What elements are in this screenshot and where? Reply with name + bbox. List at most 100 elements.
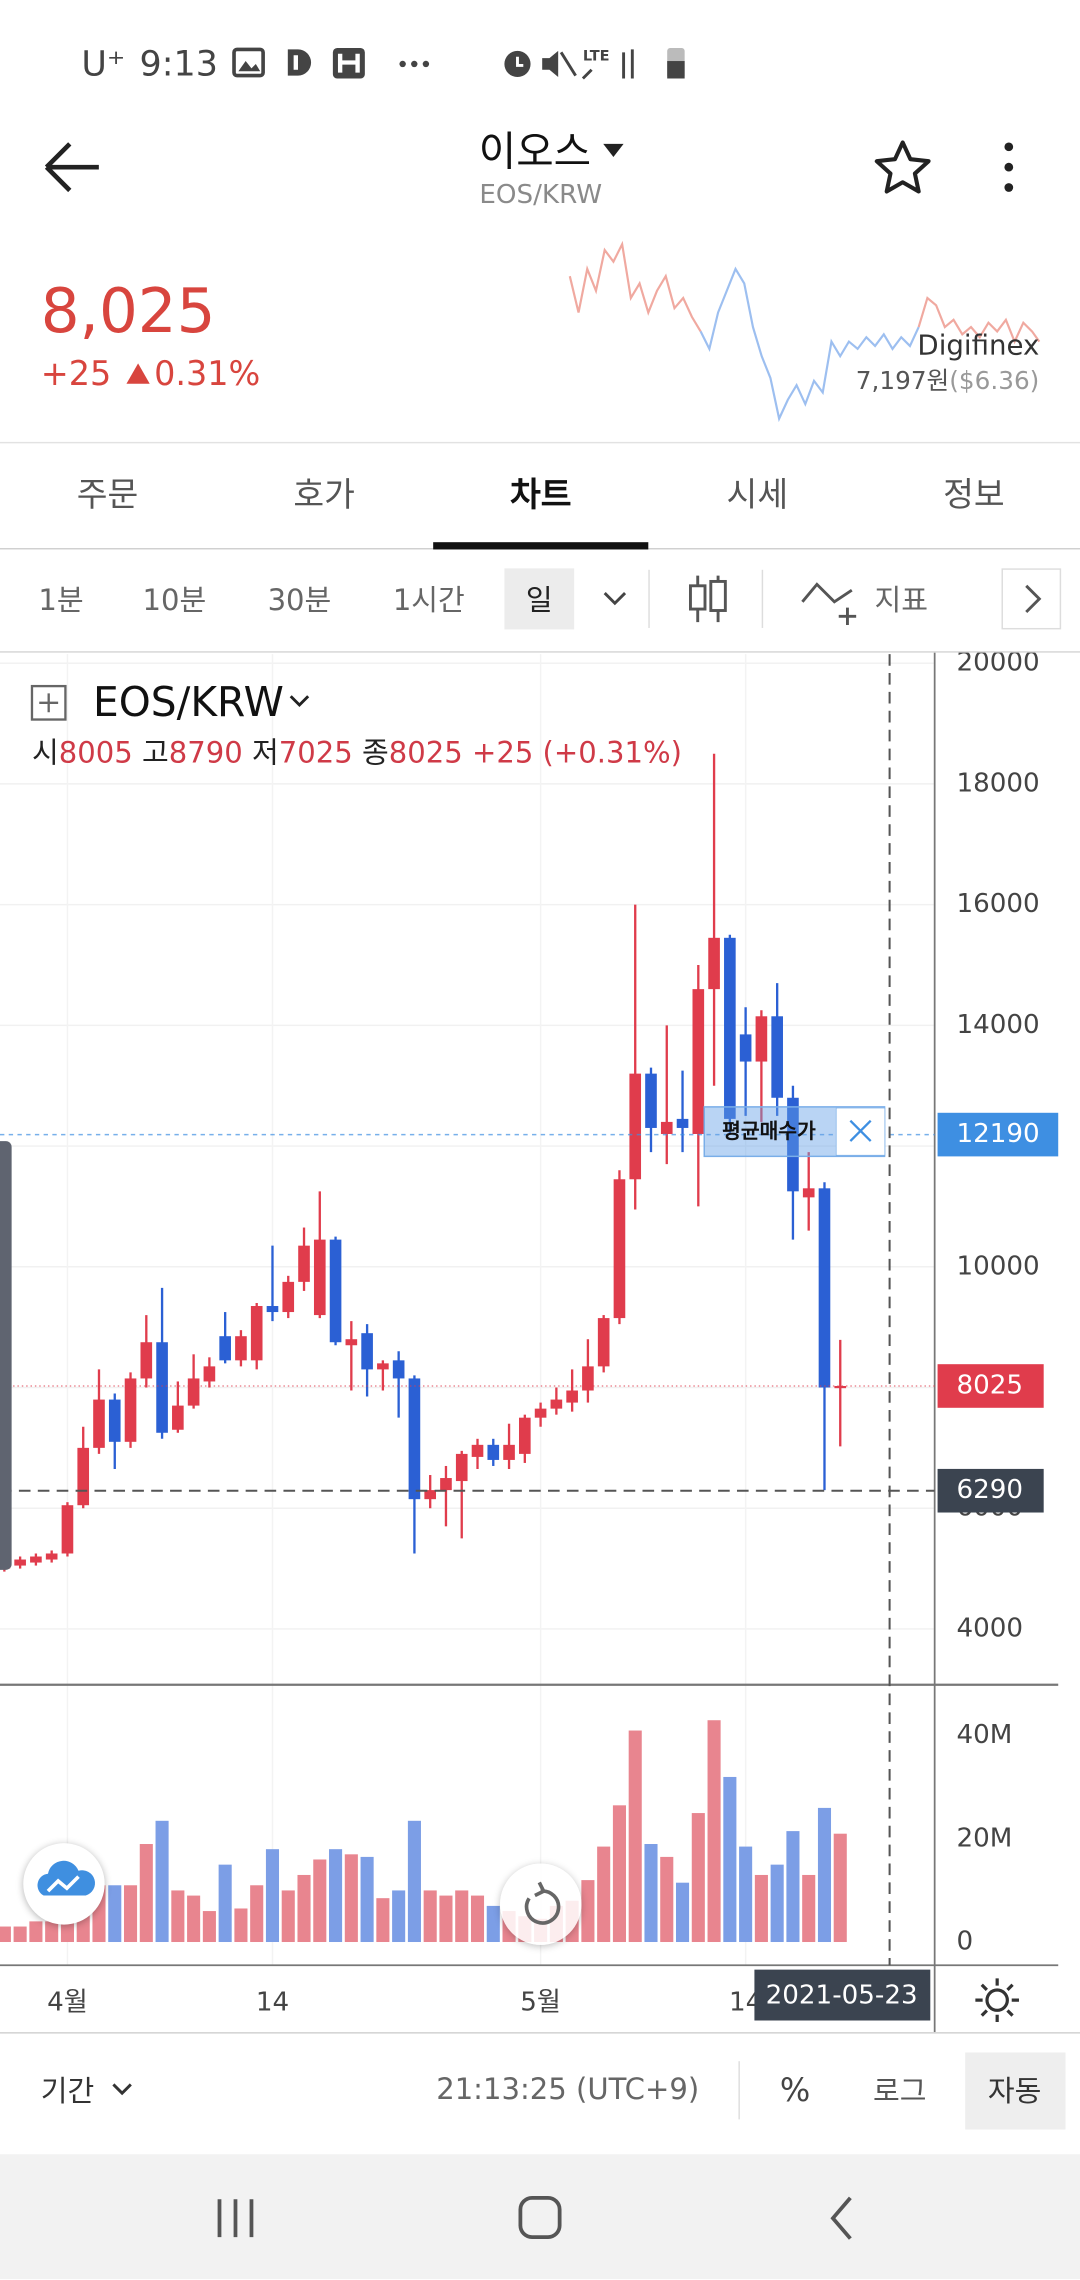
price-chart: 4000600080001000012000140001600018000200… — [0, 652, 1059, 2033]
volume-bar — [313, 1859, 327, 1943]
candle-body — [597, 1318, 610, 1367]
log-button[interactable]: 로그 — [873, 2073, 927, 2109]
volume-bar — [45, 1921, 59, 1943]
candle-body — [266, 1306, 279, 1313]
candle-body — [329, 1239, 342, 1343]
interval-button[interactable]: 1시간 — [392, 582, 465, 618]
interval-button[interactable]: 1분 — [38, 582, 84, 618]
tab[interactable]: 시세 — [726, 476, 789, 515]
ohlc-label: 시 — [31, 734, 59, 770]
price-change: +25 — [40, 356, 112, 394]
reset-button[interactable] — [500, 1863, 582, 1945]
y-tick-label: 20000 — [956, 653, 1039, 678]
candle-body — [834, 1385, 847, 1389]
divider — [0, 651, 1080, 653]
ohlc-label: 저 — [251, 734, 279, 770]
scroll-arrow — [1025, 584, 1042, 613]
interval-dropdown[interactable] — [599, 586, 631, 609]
volume-bar — [707, 1720, 721, 1943]
volume-bar — [234, 1908, 248, 1943]
symbol-dropdown — [289, 695, 310, 708]
candle-body — [345, 1339, 358, 1346]
period-dropdown — [112, 2083, 132, 2096]
chart-symbol[interactable]: EOS/KRW — [93, 678, 284, 727]
candle-body — [440, 1478, 452, 1491]
tab[interactable]: 주문 — [76, 476, 139, 515]
separator — [761, 569, 764, 628]
candle-body — [519, 1417, 531, 1454]
candle-body — [566, 1390, 578, 1403]
volume-bar — [597, 1846, 611, 1943]
volume-bar — [13, 1926, 27, 1943]
separator — [648, 569, 650, 628]
tab[interactable]: 정보 — [943, 476, 1005, 515]
auto-button[interactable]: 자동 — [987, 2073, 1042, 2109]
candle-body — [471, 1444, 484, 1457]
avg-price-close[interactable] — [835, 1107, 886, 1156]
cloud-icon — [37, 1860, 96, 1896]
interval-button[interactable]: 10분 — [142, 582, 207, 618]
home-button[interactable] — [515, 2192, 567, 2244]
volume-bar — [675, 1882, 690, 1943]
percent-button[interactable]: % — [779, 2073, 811, 2110]
ohlc-value: 8005 — [58, 734, 133, 770]
scroll-button[interactable] — [1001, 568, 1062, 630]
volume-bar — [739, 1846, 753, 1943]
chart-type-button[interactable] — [686, 573, 730, 625]
volume-bar — [802, 1874, 816, 1943]
candle-body — [676, 1118, 689, 1128]
period-button[interactable]: 기간 — [40, 2073, 95, 2109]
auto-bg — [965, 2052, 1066, 2130]
back-nav-button[interactable] — [820, 2192, 864, 2244]
divider — [0, 441, 1080, 444]
candle-body — [45, 1553, 58, 1560]
pair-name: EOS/KRW — [479, 179, 603, 211]
clock: 9:13 — [139, 43, 218, 85]
candle-body — [629, 1073, 642, 1180]
volume-bar — [0, 1926, 11, 1943]
candle-body — [392, 1360, 405, 1379]
interval-button[interactable]: 30분 — [267, 582, 332, 618]
candle-body — [708, 937, 720, 990]
settings-button[interactable] — [971, 1974, 1023, 2026]
cloud-button[interactable] — [23, 1843, 105, 1925]
y-tick-label: 16000 — [956, 889, 1039, 919]
candle-body — [455, 1453, 468, 1482]
network: LTE — [583, 49, 610, 65]
tab[interactable]: 호가 — [293, 476, 355, 515]
separator — [738, 2061, 740, 2120]
last-price-tag: 8025 — [956, 1370, 1023, 1400]
back-button[interactable] — [41, 138, 105, 196]
y-tick-label: 18000 — [956, 768, 1039, 798]
coin-name[interactable]: 이오스 — [478, 127, 592, 176]
avg-price-tag-box — [937, 1112, 1059, 1157]
x-tick-label: 5월 — [520, 1988, 561, 2018]
tab-active[interactable]: 차트 — [509, 476, 572, 515]
indicator-button[interactable]: 지표 — [874, 582, 928, 618]
candle-body — [724, 937, 736, 1119]
recent-apps-button[interactable] — [212, 2195, 261, 2242]
divider — [0, 2032, 1080, 2034]
volume-bar — [817, 1807, 832, 1943]
interval-selected[interactable]: 일 — [525, 582, 553, 618]
candle-body — [739, 1034, 752, 1062]
clock-utc: 21:13:25 (UTC+9) — [436, 2071, 700, 2107]
dropdown-arrow — [603, 143, 624, 157]
candle-body — [503, 1444, 515, 1460]
volume-bar — [423, 1890, 437, 1943]
volume-bar — [786, 1831, 800, 1943]
volume-tick-label: 20M — [956, 1823, 1012, 1853]
volume-bar — [470, 1895, 485, 1943]
side-handle[interactable] — [0, 1141, 12, 1570]
menu-button[interactable] — [994, 140, 1023, 198]
exchange-name: Digifinex — [917, 329, 1040, 362]
indicator-icon[interactable] — [799, 576, 863, 628]
favorite-button[interactable] — [872, 138, 933, 199]
candle-body — [613, 1179, 626, 1319]
candle-body — [124, 1378, 137, 1442]
add-button[interactable] — [29, 683, 70, 724]
volume-tick-label: 40M — [956, 1720, 1012, 1750]
